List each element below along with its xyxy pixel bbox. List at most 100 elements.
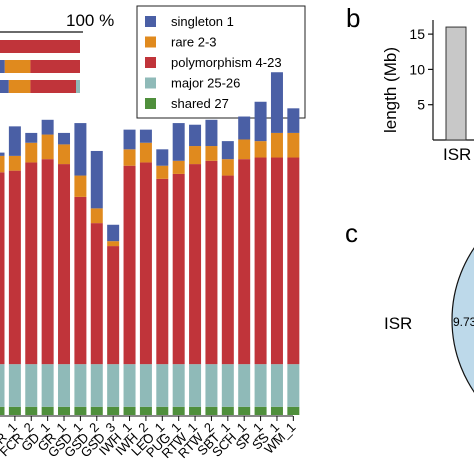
bar-first-singleton <box>0 152 5 156</box>
panel-label-b: b <box>346 3 360 33</box>
bar-WM_1-polymorphism <box>287 157 300 365</box>
bar-RTW_1-shared <box>189 406 202 415</box>
bar-first-polymorphism <box>0 172 5 365</box>
bar-SCH_1-rare <box>238 139 251 160</box>
bar-GSD_1-polymorphism <box>74 196 87 365</box>
legend-swatch-polymorphism <box>145 57 156 68</box>
bar-GSD_1-major <box>74 364 87 407</box>
bar-GSD_2-rare <box>90 208 103 224</box>
panel-b-y-axis-label: length (Mb) <box>381 47 400 133</box>
bar-GD_1-rare <box>41 134 54 160</box>
legend-label-singleton: singleton 1 <box>171 14 234 29</box>
panel-b-tick-label: 10 <box>409 61 425 77</box>
bar-GD_1-polymorphism <box>41 159 54 365</box>
bar-GD_1-shared <box>41 406 54 415</box>
legend-label-shared: shared 27 <box>171 96 229 111</box>
bar-LEO_1-major <box>156 364 169 407</box>
inset-axis-label: 100 % <box>66 11 114 30</box>
bar-FCR_2-major <box>25 364 38 407</box>
bar-SP_1-rare <box>254 141 267 158</box>
inset-row-3-rare <box>8 80 31 93</box>
inset-row-2-rare <box>4 60 31 73</box>
bar-PUG_1-singleton <box>172 123 185 161</box>
bar-FCR_1-singleton <box>8 126 21 156</box>
bar-GSD_1-singleton <box>74 123 87 176</box>
bar-GSD_2-major <box>90 364 103 407</box>
bar-RTW_1-rare <box>189 146 202 165</box>
bar-IWH_2-rare <box>139 142 152 163</box>
bar-RTW_1-major <box>189 364 202 407</box>
bar-GR_1-shared <box>58 406 71 415</box>
legend-label-polymorphism: polymorphism 4-23 <box>171 55 282 70</box>
bar-RTW_2-shared <box>205 406 218 415</box>
bar-GSD_3-major <box>107 364 120 407</box>
bar-IWH_1-singleton <box>123 129 136 150</box>
inset-row-2-singleton <box>0 60 5 73</box>
venn-set-label: ISR <box>384 314 412 333</box>
bar-FCR_2-singleton <box>25 132 38 143</box>
inset-row-2-polymorphism <box>30 60 80 73</box>
bar-FCR_2-polymorphism <box>25 162 38 365</box>
panel-b-x-tick-label: ISR <box>443 145 471 164</box>
bar-WM_1-shared <box>287 406 300 415</box>
bar-SBT_1-shared <box>221 406 234 415</box>
bar-FCR_1-rare <box>8 155 21 171</box>
inset-row-1-polymorphism <box>0 40 80 53</box>
venn-circle-isr <box>451 247 474 393</box>
bar-GSD_3-rare <box>107 241 120 247</box>
bar-GSD_1-shared <box>74 406 87 415</box>
bar-SBT_1-rare <box>221 159 234 176</box>
bar-SBT_1-major <box>221 364 234 407</box>
bar-GR_1-singleton <box>58 132 71 145</box>
legend-swatch-shared <box>145 98 156 109</box>
bar-LEO_1-polymorphism <box>156 178 169 365</box>
bar-SCH_1-singleton <box>238 116 251 140</box>
bar-FCR_2-rare <box>25 142 38 163</box>
bar-SCH_1-shared <box>238 406 251 415</box>
bar-SP_1-shared <box>254 406 267 415</box>
legend-label-rare: rare 2-3 <box>171 35 217 50</box>
bar-RTW_1-polymorphism <box>189 164 202 365</box>
bar-first-shared <box>0 406 5 415</box>
panel-b-y-ticks: 5 10 15 <box>409 26 433 113</box>
bar-GR_1-major <box>58 364 71 407</box>
x-tick-labels: FCR_1FCR_2GD_1GR_1GSD_1GSD_2GSD_3IWH_1IW… <box>0 416 298 461</box>
bar-LEO_1-shared <box>156 406 169 415</box>
bar-SS_1-polymorphism <box>270 157 283 365</box>
bar-FCR_1-polymorphism <box>8 170 21 365</box>
bar-SCH_1-major <box>238 364 251 407</box>
bar-IWH_1-major <box>123 364 136 407</box>
bar-RTW_2-polymorphism <box>205 160 218 365</box>
bar-IWH_1-shared <box>123 406 136 415</box>
bar-GD_1-singleton <box>41 119 54 135</box>
bar-IWH_2-major <box>139 364 152 407</box>
bar-IWH_1-polymorphism <box>123 165 136 365</box>
bar-GSD_2-singleton <box>90 150 103 209</box>
bar-IWH_2-polymorphism <box>139 162 152 365</box>
bar-FCR_1-shared <box>8 406 21 415</box>
legend-label-major: major 25-26 <box>171 76 240 91</box>
inset-row-3-polymorphism <box>30 80 76 93</box>
inset-stacked-bars <box>0 40 80 93</box>
bar-GSD_3-polymorphism <box>107 246 120 365</box>
bar-SS_1-shared <box>270 406 283 415</box>
bar-GSD_1-rare <box>74 175 87 197</box>
bar-SCH_1-polymorphism <box>238 159 251 365</box>
bar-RTW_2-major <box>205 364 218 407</box>
inset-row-3-singleton <box>0 80 9 93</box>
stacked-bar-chart <box>0 72 300 415</box>
legend: singleton 1 rare 2-3 polymorphism 4-23 majo… <box>145 14 282 111</box>
bar-LEO_1-rare <box>156 165 169 179</box>
bar-IWH_2-singleton <box>139 129 152 143</box>
bar-first-major <box>0 364 5 407</box>
bar-GR_1-polymorphism <box>58 164 71 365</box>
bar-SS_1-singleton <box>270 72 283 133</box>
bar-SP_1-major <box>254 364 267 407</box>
bar-GSD_2-polymorphism <box>90 223 103 365</box>
bar-WM_1-singleton <box>287 108 300 133</box>
bar-SS_1-major <box>270 364 283 407</box>
bar-PUG_1-polymorphism <box>172 173 185 365</box>
bar-GSD_3-shared <box>107 406 120 415</box>
bar-LEO_1-singleton <box>156 149 169 166</box>
bar-GR_1-rare <box>58 144 71 165</box>
